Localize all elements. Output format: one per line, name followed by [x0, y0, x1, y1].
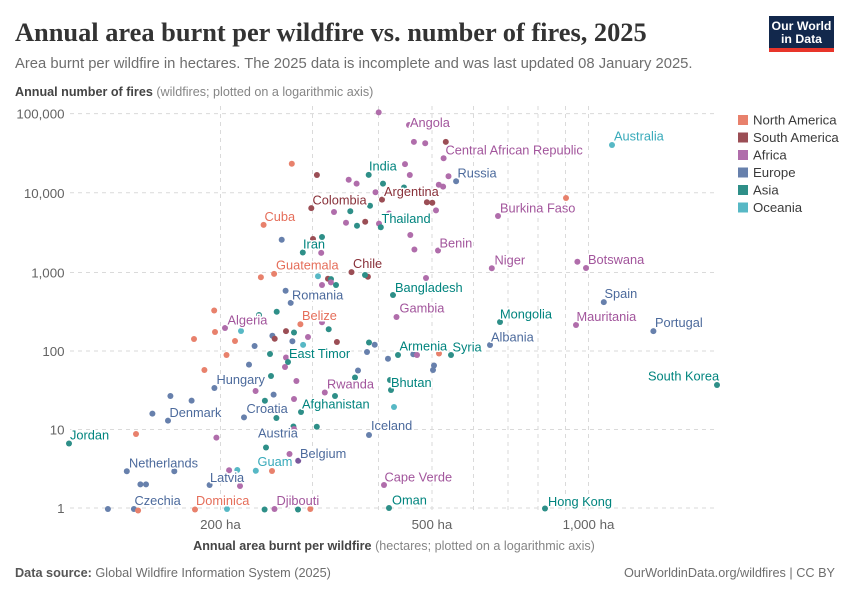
svg-text:1,000 ha: 1,000 ha: [563, 517, 615, 532]
svg-text:200 ha: 200 ha: [200, 517, 241, 532]
svg-text:100: 100: [42, 344, 64, 359]
svg-text:Thailand: Thailand: [382, 211, 431, 226]
svg-text:Belgium: Belgium: [300, 446, 346, 461]
svg-text:1,000: 1,000: [31, 266, 64, 281]
svg-text:Dominica: Dominica: [196, 493, 250, 508]
svg-text:Denmark: Denmark: [170, 405, 223, 420]
svg-text:Djibouti: Djibouti: [277, 493, 320, 508]
svg-text:Argentina: Argentina: [384, 184, 440, 199]
svg-text:Armenia: Armenia: [400, 338, 449, 353]
svg-text:East Timor: East Timor: [289, 346, 351, 361]
svg-text:Austria: Austria: [258, 426, 299, 441]
svg-text:Croatia: Croatia: [247, 401, 289, 416]
svg-text:Benin: Benin: [440, 236, 473, 251]
svg-text:South America: South America: [753, 130, 839, 145]
svg-text:Russia: Russia: [458, 166, 498, 181]
svg-text:Mongolia: Mongolia: [500, 307, 553, 322]
svg-text:Albania: Albania: [491, 330, 535, 345]
svg-text:Syria: Syria: [453, 340, 483, 355]
svg-text:Iceland: Iceland: [371, 418, 412, 433]
svg-text:Netherlands: Netherlands: [129, 456, 198, 471]
svg-text:Afghanistan: Afghanistan: [302, 397, 370, 412]
svg-text:Annual number of fires (wildfi: Annual number of fires (wildfires; plott…: [15, 85, 373, 99]
svg-text:Romania: Romania: [292, 288, 344, 303]
svg-text:Jordan: Jordan: [70, 428, 109, 443]
svg-text:Portugal: Portugal: [655, 315, 703, 330]
svg-text:Rwanda: Rwanda: [327, 377, 375, 392]
svg-text:Africa: Africa: [753, 148, 787, 163]
svg-text:100,000: 100,000: [16, 107, 64, 122]
svg-text:Hong Kong: Hong Kong: [548, 494, 612, 509]
svg-text:10,000: 10,000: [24, 186, 65, 201]
svg-text:South Korea: South Korea: [648, 369, 720, 384]
svg-text:Burkina Faso: Burkina Faso: [500, 201, 575, 216]
svg-text:Spain: Spain: [605, 286, 638, 301]
svg-text:Asia: Asia: [753, 183, 779, 198]
svg-text:Central African Republic: Central African Republic: [446, 143, 584, 158]
svg-text:Cuba: Cuba: [265, 209, 296, 224]
svg-text:Hungary: Hungary: [217, 372, 266, 387]
svg-text:Botswana: Botswana: [588, 252, 645, 267]
svg-text:Guatemala: Guatemala: [276, 258, 339, 273]
svg-text:Niger: Niger: [495, 253, 526, 268]
svg-text:Guam: Guam: [258, 454, 293, 469]
svg-text:Iran: Iran: [303, 237, 325, 252]
svg-text:Europe: Europe: [753, 165, 796, 180]
svg-text:North America: North America: [753, 113, 837, 128]
svg-text:Gambia: Gambia: [400, 301, 446, 316]
svg-text:Angola: Angola: [410, 115, 451, 130]
svg-text:Oman: Oman: [392, 493, 427, 508]
svg-text:10: 10: [50, 423, 65, 438]
svg-text:Chile: Chile: [353, 256, 382, 271]
svg-text:Oceania: Oceania: [753, 200, 803, 215]
svg-text:Australia: Australia: [614, 129, 665, 144]
svg-text:India: India: [369, 159, 398, 174]
svg-text:1: 1: [57, 501, 64, 516]
svg-text:Latvia: Latvia: [210, 470, 245, 485]
svg-text:Mauritania: Mauritania: [577, 309, 638, 324]
svg-text:Bangladesh: Bangladesh: [395, 280, 463, 295]
svg-text:Bhutan: Bhutan: [391, 375, 432, 390]
svg-text:Colombia: Colombia: [313, 193, 368, 208]
svg-text:Annual area burnt per wildfire: Annual area burnt per wildfire (hectares…: [193, 539, 595, 553]
svg-text:500 ha: 500 ha: [412, 517, 453, 532]
svg-text:Czechia: Czechia: [135, 493, 182, 508]
svg-text:Algeria: Algeria: [228, 313, 269, 328]
svg-text:Belize: Belize: [302, 308, 337, 323]
svg-text:Cape Verde: Cape Verde: [385, 470, 453, 485]
